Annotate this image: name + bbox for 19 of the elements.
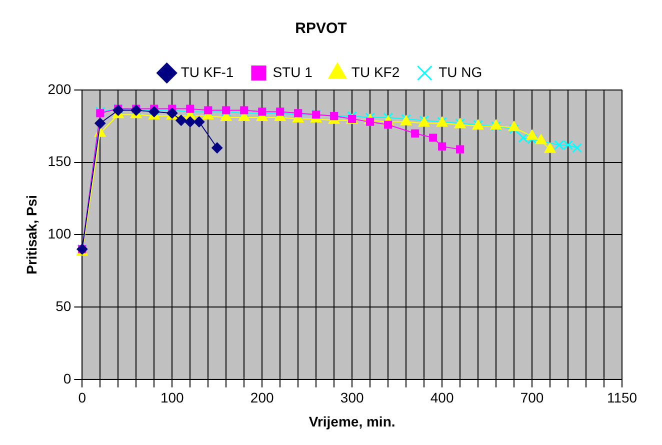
x-tick-label: 400 bbox=[430, 390, 454, 406]
chart-title: RPVOT bbox=[295, 20, 347, 38]
y-tick-label: 100 bbox=[48, 226, 72, 242]
legend-label: STU 1 bbox=[272, 64, 313, 80]
x-tick-label: 200 bbox=[250, 390, 274, 406]
y-tick-label: 50 bbox=[56, 298, 72, 314]
x-tick-label: 1150 bbox=[606, 390, 638, 406]
y-tick-label: 200 bbox=[48, 80, 72, 97]
y-tick-label: 150 bbox=[48, 153, 72, 170]
x-tick-label: 700 bbox=[520, 390, 544, 406]
legend-label: TU KF-1 bbox=[180, 64, 234, 80]
legend-label: TU NG bbox=[438, 64, 482, 80]
x-tick-label: 100 bbox=[160, 390, 184, 406]
x-axis-title: Vrijeme, min. bbox=[308, 413, 396, 430]
x-tick-label: 300 bbox=[340, 390, 364, 406]
x-tick-label: 0 bbox=[78, 390, 86, 406]
y-tick-label: 0 bbox=[63, 370, 72, 386]
y-axis-title: Pritisak, Psi bbox=[23, 195, 40, 274]
legend-label: TU KF2 bbox=[351, 64, 400, 80]
